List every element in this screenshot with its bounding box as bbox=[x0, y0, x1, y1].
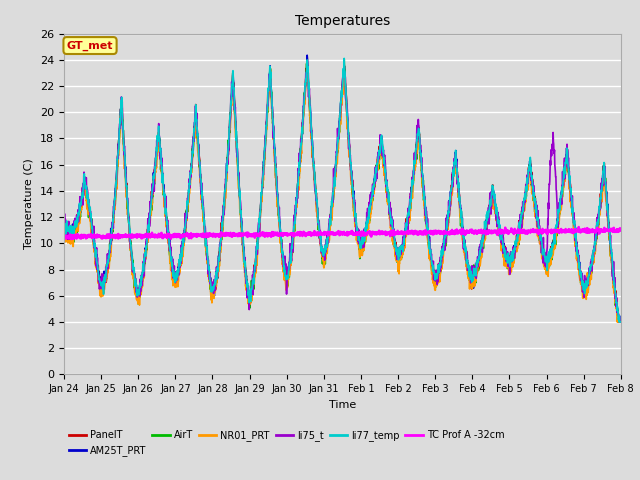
PanelT bbox=[617, 319, 625, 325]
PanelT bbox=[88, 227, 96, 232]
AirT bbox=[617, 319, 625, 325]
TC Prof A -32cm bbox=[575, 224, 582, 230]
AM25T_PRT bbox=[303, 52, 311, 58]
PanelT bbox=[316, 232, 324, 238]
Line: PanelT: PanelT bbox=[64, 56, 621, 322]
NR01_PRT bbox=[601, 178, 609, 183]
AirT bbox=[88, 230, 96, 236]
NR01_PRT bbox=[60, 230, 68, 236]
PanelT bbox=[60, 219, 68, 225]
li77_temp bbox=[616, 319, 623, 325]
AM25T_PRT bbox=[60, 226, 68, 231]
li75_t bbox=[88, 236, 96, 241]
AM25T_PRT bbox=[331, 169, 339, 175]
TC Prof A -32cm bbox=[617, 228, 625, 233]
li77_temp bbox=[601, 176, 609, 181]
li77_temp bbox=[601, 165, 609, 171]
AM25T_PRT bbox=[499, 239, 506, 244]
Line: li75_t: li75_t bbox=[64, 73, 621, 322]
PanelT bbox=[601, 180, 609, 186]
AirT bbox=[331, 178, 339, 183]
li77_temp bbox=[60, 224, 68, 229]
TC Prof A -32cm bbox=[499, 229, 506, 235]
TC Prof A -32cm bbox=[331, 232, 339, 238]
TC Prof A -32cm bbox=[316, 230, 324, 236]
AM25T_PRT bbox=[88, 231, 96, 237]
NR01_PRT bbox=[340, 68, 348, 73]
NR01_PRT bbox=[316, 240, 324, 246]
TC Prof A -32cm bbox=[602, 227, 609, 233]
AirT bbox=[601, 168, 609, 174]
li75_t bbox=[266, 70, 274, 76]
NR01_PRT bbox=[613, 319, 621, 325]
AM25T_PRT bbox=[601, 164, 609, 169]
li77_temp bbox=[316, 234, 324, 240]
li77_temp bbox=[617, 319, 625, 325]
Legend: PanelT, AM25T_PRT, AirT, NR01_PRT, li75_t, li77_temp, TC Prof A -32cm: PanelT, AM25T_PRT, AirT, NR01_PRT, li75_… bbox=[69, 431, 504, 456]
li75_t bbox=[617, 319, 625, 325]
AirT bbox=[316, 232, 324, 238]
li77_temp bbox=[499, 238, 506, 244]
li77_temp bbox=[331, 183, 339, 189]
NR01_PRT bbox=[617, 319, 625, 325]
Line: li77_temp: li77_temp bbox=[64, 59, 621, 322]
NR01_PRT bbox=[331, 183, 339, 189]
Y-axis label: Temperature (C): Temperature (C) bbox=[24, 158, 35, 250]
li77_temp bbox=[88, 226, 96, 232]
AirT bbox=[60, 220, 68, 226]
TC Prof A -32cm bbox=[60, 232, 68, 238]
AirT bbox=[601, 177, 609, 183]
Text: GT_met: GT_met bbox=[67, 40, 113, 51]
PanelT bbox=[303, 53, 311, 59]
Title: Temperatures: Temperatures bbox=[295, 14, 390, 28]
X-axis label: Time: Time bbox=[329, 400, 356, 409]
AirT bbox=[499, 243, 506, 249]
NR01_PRT bbox=[499, 250, 506, 255]
li75_t bbox=[316, 234, 324, 240]
li75_t bbox=[601, 170, 609, 176]
AM25T_PRT bbox=[617, 319, 625, 325]
li75_t bbox=[601, 164, 609, 169]
AM25T_PRT bbox=[616, 319, 623, 325]
Line: NR01_PRT: NR01_PRT bbox=[64, 71, 621, 322]
AM25T_PRT bbox=[316, 236, 324, 242]
AirT bbox=[340, 56, 348, 62]
Line: TC Prof A -32cm: TC Prof A -32cm bbox=[64, 227, 621, 239]
PanelT bbox=[615, 319, 623, 325]
li75_t bbox=[615, 319, 623, 325]
AirT bbox=[615, 319, 623, 325]
li75_t bbox=[331, 169, 339, 175]
Line: AM25T_PRT: AM25T_PRT bbox=[64, 55, 621, 322]
NR01_PRT bbox=[601, 175, 609, 181]
PanelT bbox=[331, 179, 339, 185]
Line: AirT: AirT bbox=[64, 59, 621, 322]
AM25T_PRT bbox=[601, 173, 609, 179]
li75_t bbox=[499, 232, 506, 238]
PanelT bbox=[499, 242, 506, 248]
PanelT bbox=[601, 174, 609, 180]
li77_temp bbox=[340, 56, 348, 61]
TC Prof A -32cm bbox=[89, 235, 97, 241]
TC Prof A -32cm bbox=[68, 236, 76, 242]
NR01_PRT bbox=[88, 232, 96, 238]
TC Prof A -32cm bbox=[601, 228, 609, 234]
li75_t bbox=[60, 220, 68, 226]
